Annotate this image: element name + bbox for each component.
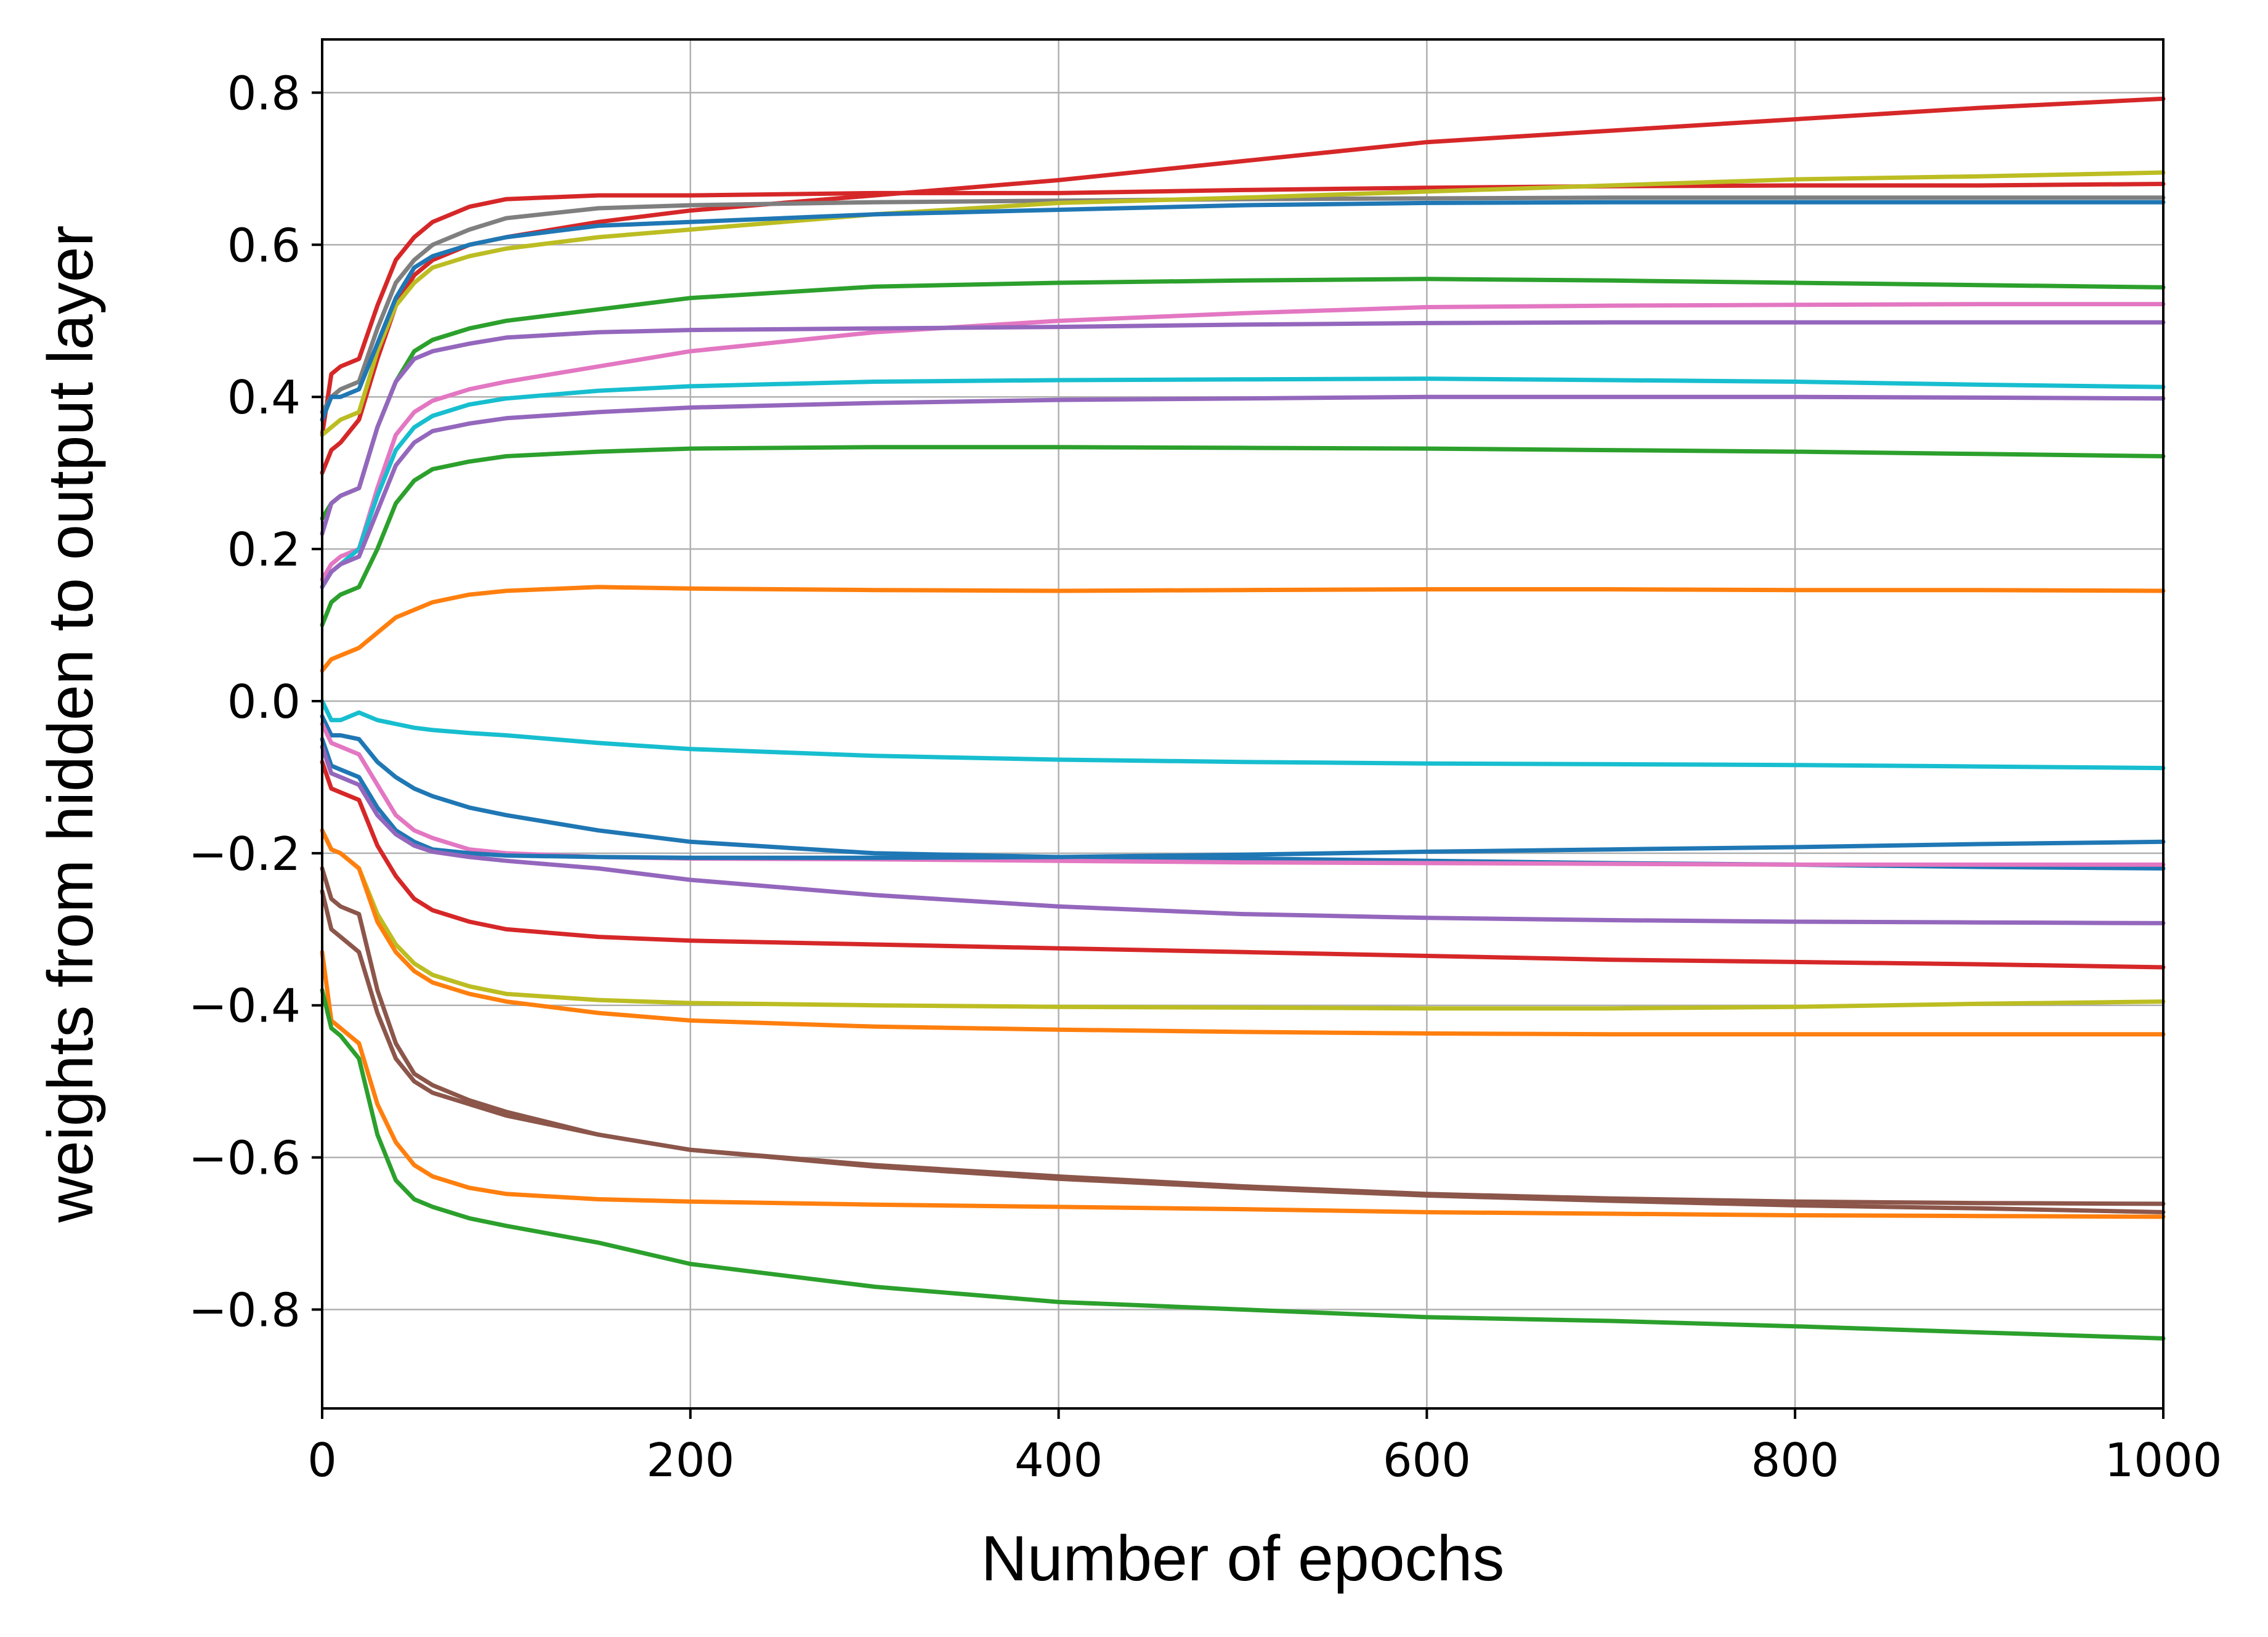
series-line-13: [320, 699, 2166, 771]
x-tick-label: 1000: [2105, 1433, 2222, 1487]
series-line-4: [320, 170, 2166, 437]
x-tick-label: 0: [307, 1433, 337, 1487]
plot-area-frame: [321, 38, 2165, 1410]
series-line-16: [320, 737, 2166, 860]
y-tick-label: 0.2: [227, 522, 301, 577]
y-tick-label: −0.2: [188, 827, 301, 881]
series-line-24: [320, 988, 2166, 1341]
series-lines: [320, 96, 2166, 1341]
y-axis-title: weights from hidden to output layer: [35, 225, 107, 1224]
axis-ticks: 0 200 400 600 800 1000 −0.8 −0.6 −0.4 −0.2 0.0 0.2 0…: [188, 66, 2222, 1487]
y-tick-label: 0.6: [227, 218, 301, 272]
series-line-9: [320, 376, 2166, 590]
series-line-22: [320, 889, 2166, 1206]
series-line-5: [320, 200, 2166, 422]
series-line-17: [320, 744, 2166, 925]
y-tick-label: 0.0: [227, 675, 301, 729]
y-tick-label: 0.4: [227, 370, 301, 424]
x-axis-title: Number of epochs: [981, 1523, 1505, 1594]
x-tick-label: 400: [1015, 1433, 1103, 1487]
y-tick-label: 0.8: [227, 66, 301, 120]
x-tick-label: 600: [1383, 1433, 1471, 1487]
x-tick-label: 800: [1751, 1433, 1839, 1487]
x-tick-label: 200: [646, 1433, 734, 1487]
series-line-7: [320, 302, 2166, 582]
series-line-10: [320, 394, 2166, 590]
y-tick-label: −0.6: [188, 1131, 301, 1185]
series-line-11: [320, 445, 2166, 627]
series-line-18: [320, 760, 2166, 970]
series-line-23: [320, 949, 2166, 1219]
series-line-12: [320, 585, 2166, 673]
series-line-3: [320, 195, 2166, 415]
series-line-20: [320, 828, 2166, 1037]
series-line-8: [320, 320, 2166, 536]
y-tick-label: −0.4: [188, 979, 301, 1033]
y-tick-label: −0.8: [188, 1283, 301, 1338]
